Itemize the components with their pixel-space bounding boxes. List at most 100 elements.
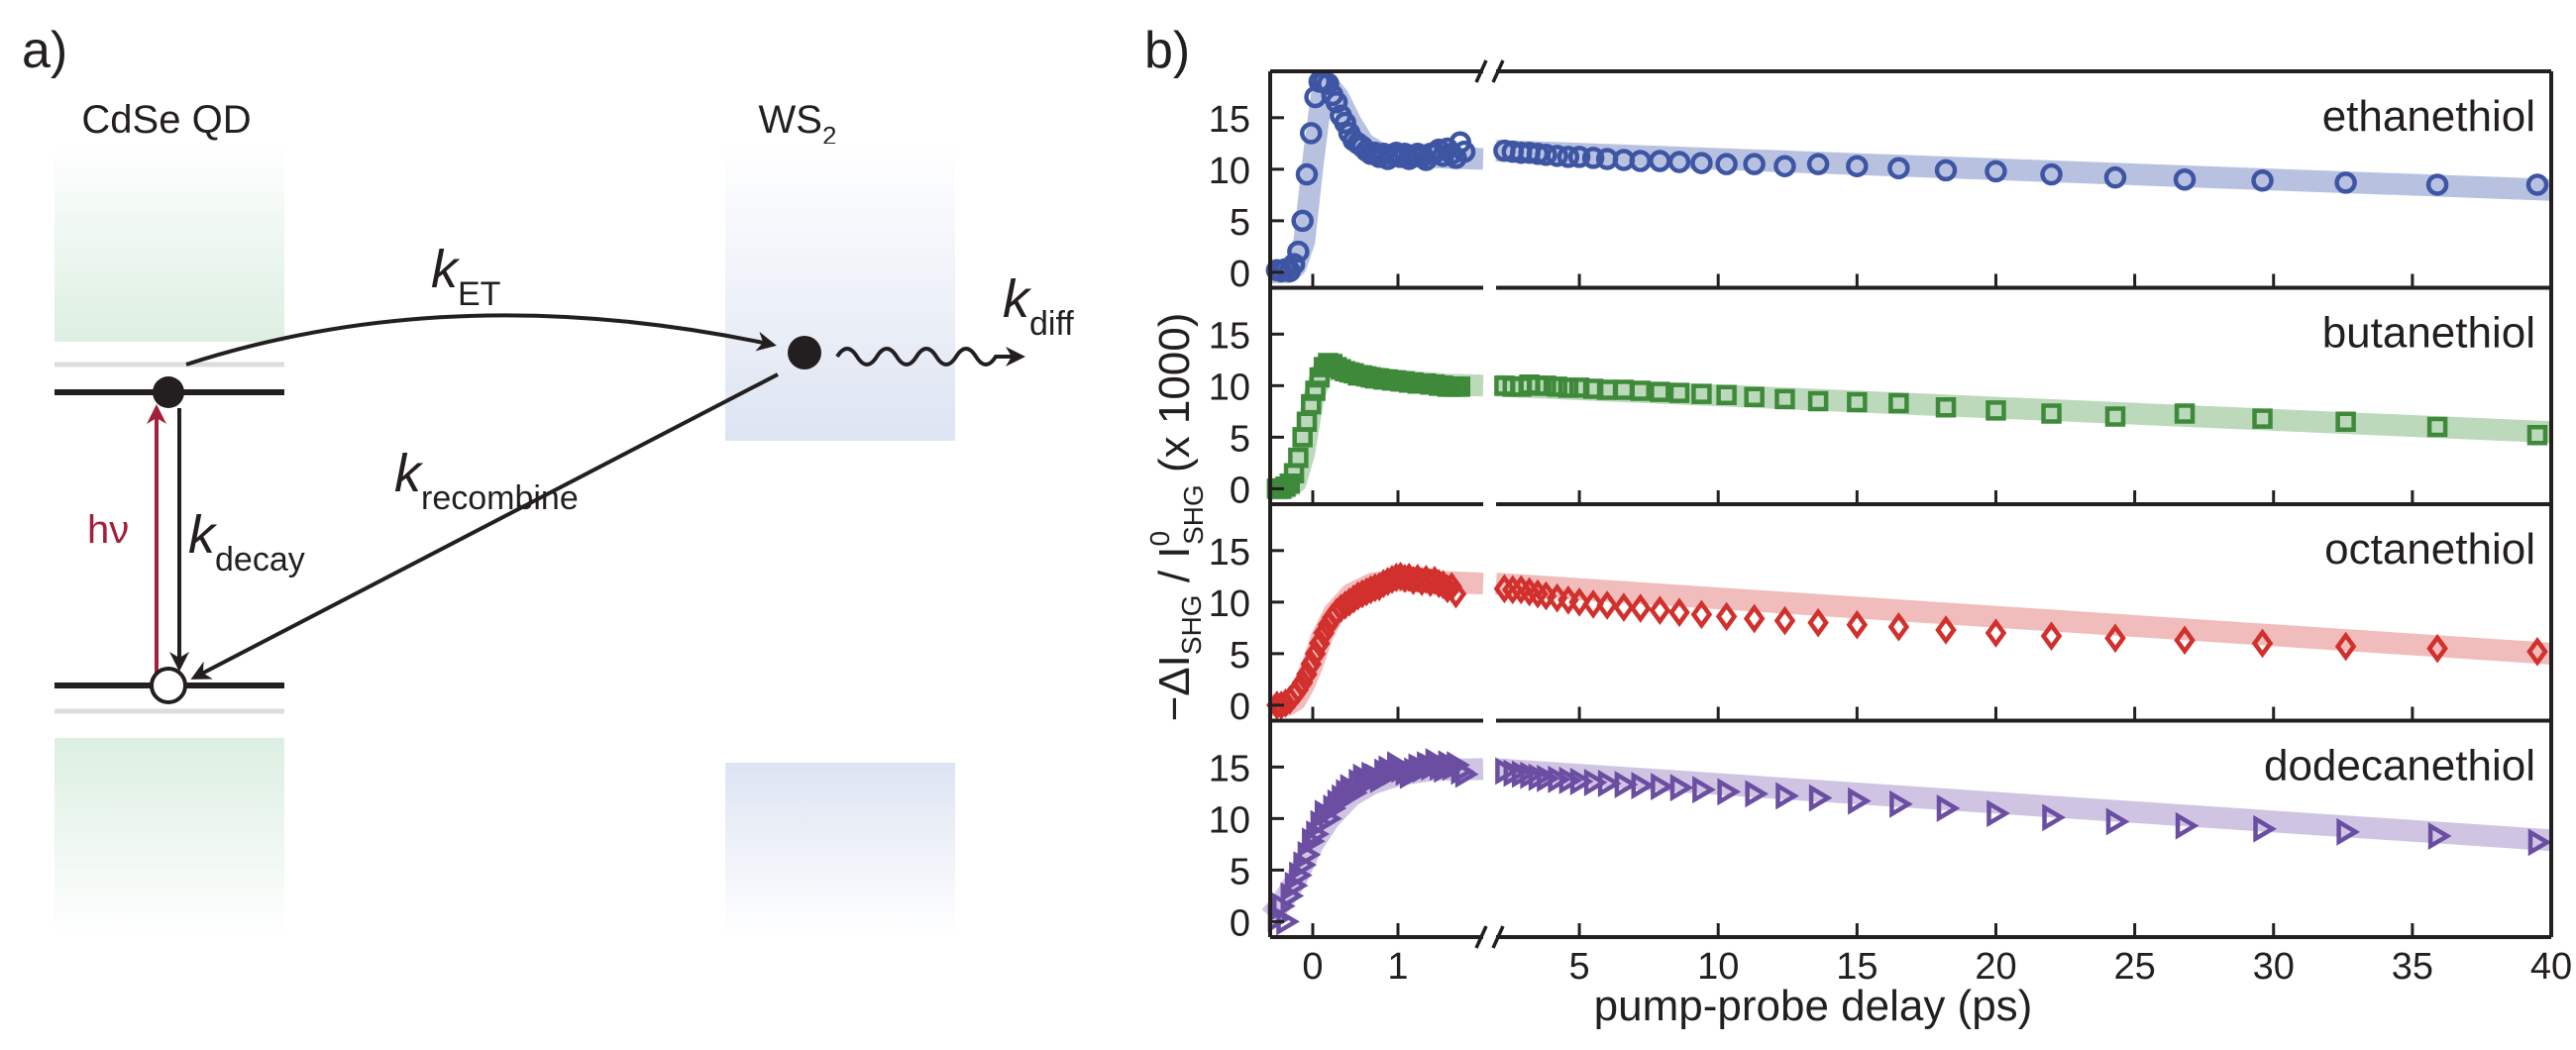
data-point: [1291, 668, 1314, 697]
data-point: [1773, 605, 1796, 636]
data-point: [2040, 621, 2063, 652]
data-point: [1535, 144, 1557, 166]
subplot-butanethiol: 0 5 10 15 butanethiol: [1209, 309, 2553, 511]
data-point: [1847, 391, 1868, 413]
data-point: [1745, 780, 1770, 808]
y-tick-label: 10: [1209, 583, 1250, 625]
axis-break-gap: [1483, 65, 1496, 77]
y-tick-label: 0: [1230, 254, 1250, 295]
data-point: [1629, 593, 1652, 623]
data-point: [1669, 774, 1694, 802]
data-point: [1888, 392, 1909, 414]
axis-break-gap: [1483, 499, 1496, 509]
recombination-arrow: [190, 372, 779, 680]
y-tick-label: 5: [1230, 202, 1250, 244]
data-point: [1774, 388, 1795, 410]
fit-band-right: [1495, 573, 2552, 665]
data-point: [1668, 597, 1690, 628]
data-point: [1985, 159, 2007, 183]
data-point: [1807, 390, 1829, 412]
panel-b-label: b): [1144, 22, 1190, 79]
data-point: [1716, 384, 1737, 405]
y-label-sub2: SHG: [1178, 484, 1209, 545]
axis-break-mark: [1474, 59, 1488, 83]
data-point: [1556, 146, 1580, 168]
subplot-ethanethiol: 0 5 10 15 ethanethiol: [1209, 70, 2553, 295]
data-point: [1313, 618, 1335, 648]
data-point: [2040, 162, 2063, 186]
axis-break-gap: [1483, 931, 1496, 943]
ws2-label-main: WS: [759, 98, 822, 142]
data-point: [1613, 592, 1635, 622]
fit-band-right: [1495, 374, 2552, 444]
k-recombine-symbol: k: [394, 444, 424, 503]
data-point: [2525, 173, 2549, 196]
y-label-sup: 0: [1144, 531, 1175, 547]
data-point: [1325, 90, 1348, 114]
y-tick-label: 5: [1230, 418, 1250, 460]
ws2-conduction-band: [725, 144, 955, 441]
data-point: [1597, 770, 1622, 797]
panel-a-label: a): [22, 22, 67, 79]
y-tick-label: 0: [1230, 686, 1250, 728]
data-point: [1300, 122, 1323, 145]
data-point: [1715, 601, 1738, 632]
data-point: [2251, 169, 2274, 192]
data-point: [2426, 633, 2448, 664]
k-decay-symbol: k: [188, 505, 218, 565]
x-tick-label: 20: [1975, 946, 2016, 988]
data-point: [2253, 814, 2277, 843]
data-point: [2526, 425, 2548, 446]
subplot-octanethiol: 0 5 10 15 octanethiol: [1209, 525, 2553, 728]
data-point: [1288, 447, 1309, 469]
data-point: [1614, 771, 1639, 798]
data-point: [2336, 817, 2361, 846]
data-point: [2334, 171, 2357, 194]
data-point: [2103, 165, 2127, 189]
k-recombine-label: krecombine: [394, 444, 579, 517]
x-tick-label: 15: [1836, 946, 1878, 988]
data-point: [1582, 589, 1604, 619]
photon-label: hν: [87, 508, 129, 552]
y-tick-label: 0: [1230, 470, 1250, 511]
data-point: [1986, 400, 2006, 421]
data-point: [2335, 411, 2356, 433]
data-point: [1452, 140, 1476, 163]
data-point: [2425, 173, 2449, 196]
data-point: [1546, 145, 1568, 167]
data-point: [1596, 590, 1618, 620]
data-point: [1808, 784, 1833, 812]
x-tick-label: 25: [2113, 946, 2155, 988]
axis-break-gap: [1483, 715, 1496, 726]
y-axis-label: −ΔISHG / I0 SHG (x 1000): [1144, 313, 1209, 722]
data-point: [2426, 416, 2448, 438]
data-point: [1558, 766, 1583, 794]
electron-transfer-arrow: [185, 313, 777, 367]
x-tick-label: 0: [1302, 946, 1323, 988]
y-tick-label: 15: [1209, 315, 1250, 357]
data-point: [1650, 381, 1670, 402]
data-point: [1934, 158, 1958, 182]
data-point: [1935, 396, 1957, 418]
y-tick-label: 15: [1209, 99, 1250, 141]
qd-conduction-band: [54, 144, 284, 342]
axis-break-mark: [1491, 59, 1505, 83]
qd-valence-band: [54, 738, 284, 936]
data-point: [1302, 827, 1326, 856]
data-point: [1986, 799, 2010, 828]
data-point: [1270, 690, 1292, 720]
hole-circle: [150, 667, 187, 704]
data-point: [2427, 822, 2452, 850]
data-point: [1807, 607, 1829, 638]
data-point: [1667, 151, 1691, 173]
x-tick-label: 10: [1697, 946, 1739, 988]
data-point: [2526, 636, 2548, 667]
data-point: [1649, 595, 1671, 625]
data-point: [1567, 146, 1591, 168]
series-label: octanethiol: [2324, 525, 2535, 574]
data-point: [1668, 382, 1690, 403]
k-decay-sub: decay: [215, 541, 305, 578]
data-point: [1454, 760, 1479, 788]
data-point: [1317, 72, 1340, 95]
